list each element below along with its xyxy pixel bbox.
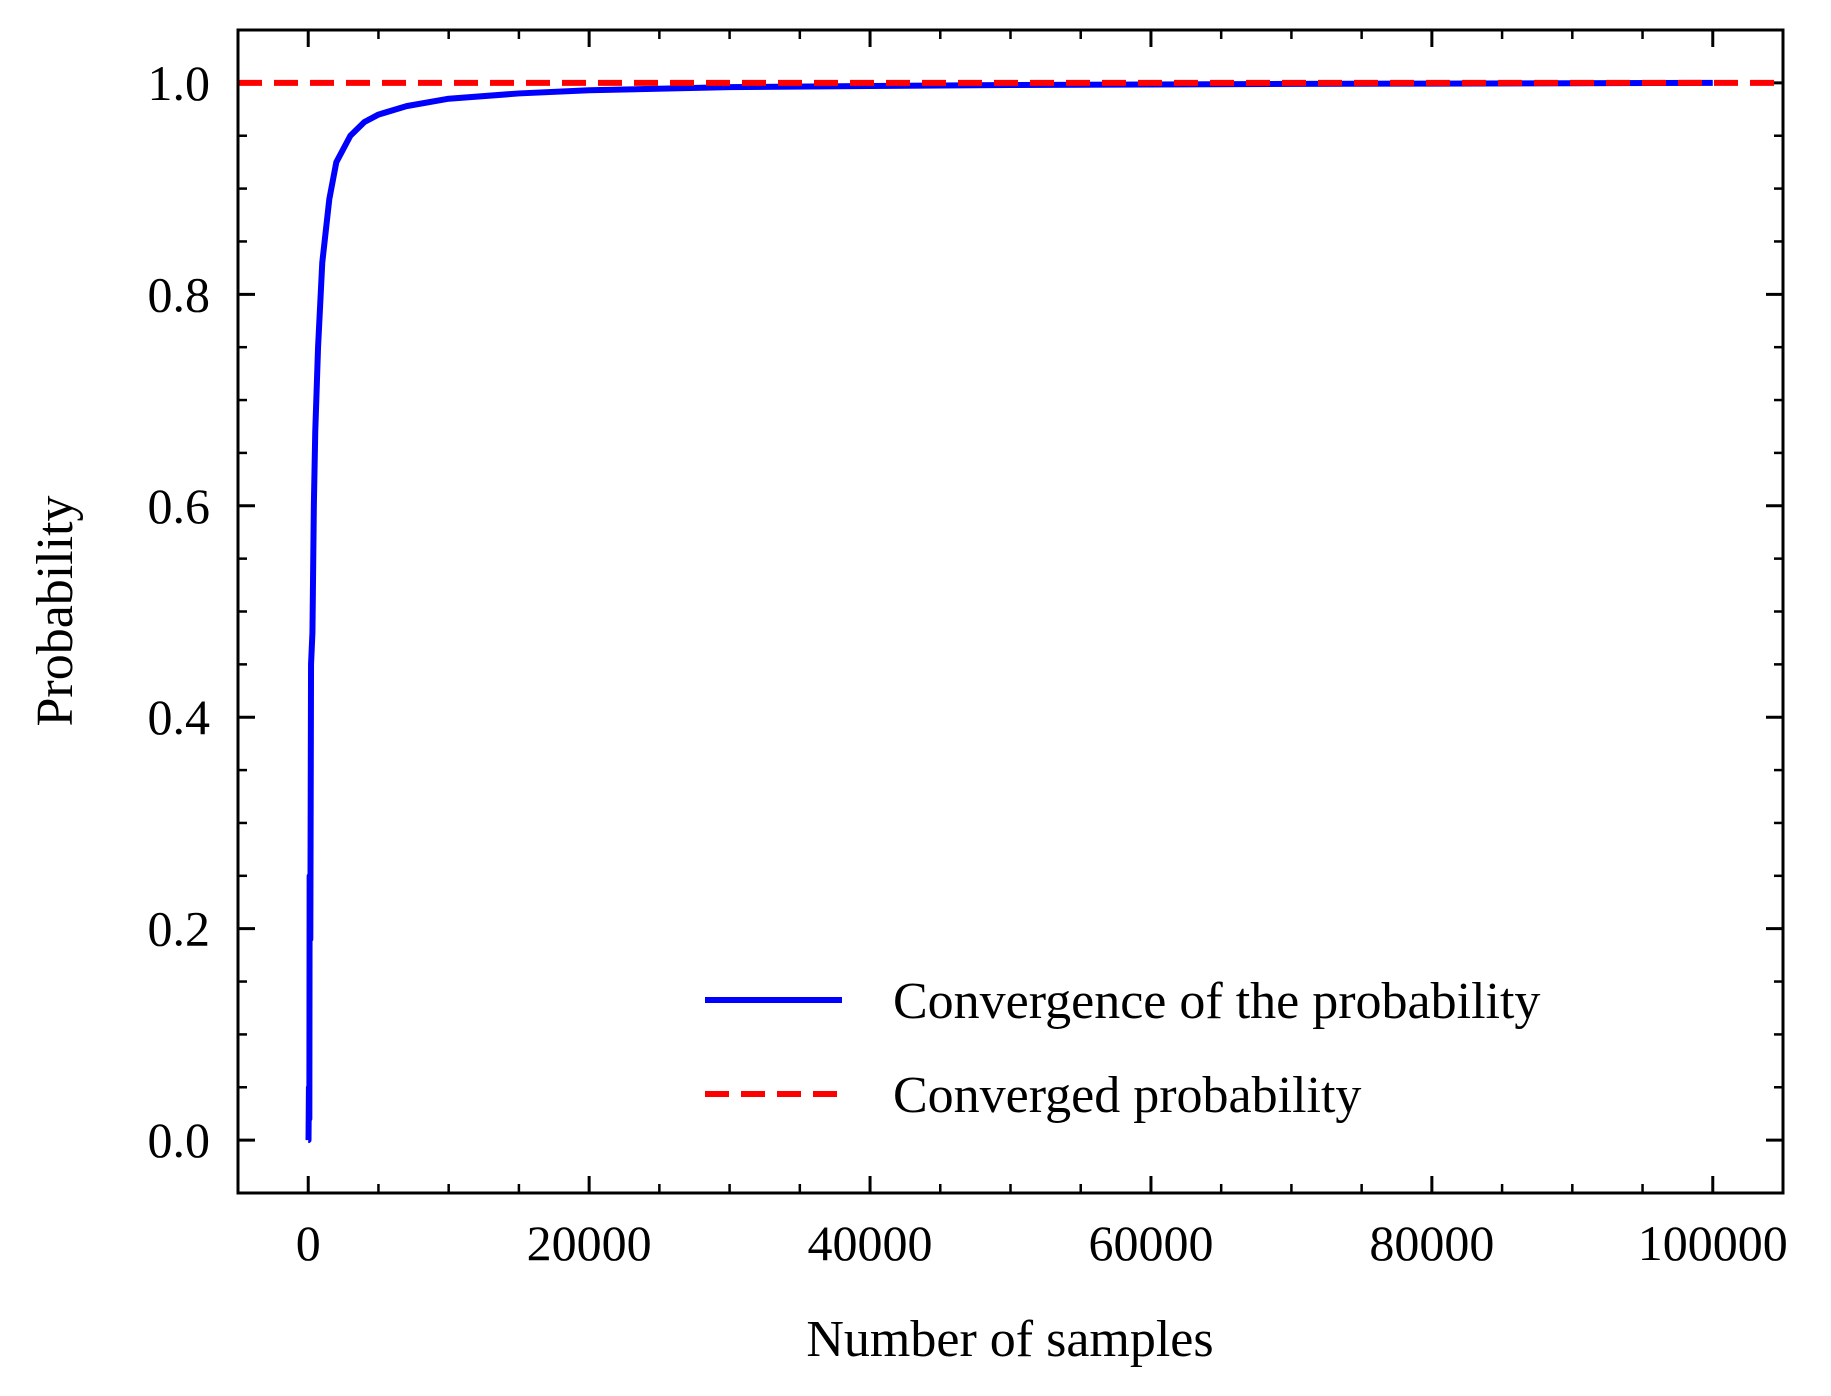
legend-label-convergence: Convergence of the probability <box>893 973 1540 1030</box>
y-tick-labels: 0.0 0.2 0.4 0.6 0.8 1.0 <box>148 55 211 1168</box>
series-line-convergence <box>305 79 1713 1144</box>
x-tick-label: 20000 <box>527 1215 652 1271</box>
y-tick-label: 0.8 <box>148 266 211 322</box>
x-tick-label: 100000 <box>1638 1215 1788 1271</box>
y-tick-label: 0.2 <box>148 901 211 957</box>
legend-label-converged: Converged probability <box>893 1067 1361 1124</box>
y-tick-label: 0.6 <box>148 478 211 534</box>
x-tick-label: 80000 <box>1369 1215 1494 1271</box>
plot-frame <box>236 28 1785 1195</box>
x-tick-label: 60000 <box>1088 1215 1213 1271</box>
y-tick-label: 0.4 <box>148 689 211 745</box>
y-tick-label: 0.0 <box>148 1112 211 1168</box>
x-tick-labels: 0 20000 40000 60000 80000 100000 <box>296 1215 1788 1271</box>
x-axis-label: Number of samples <box>806 1311 1213 1368</box>
x-tick-label: 40000 <box>808 1215 933 1271</box>
x-tick-label: 0 <box>296 1215 321 1271</box>
y-axis-label: Probability <box>27 495 84 726</box>
series-layer <box>238 79 1783 1144</box>
legend: Convergence of the probability Converged… <box>705 973 1540 1124</box>
y-tick-label: 1.0 <box>148 55 211 111</box>
